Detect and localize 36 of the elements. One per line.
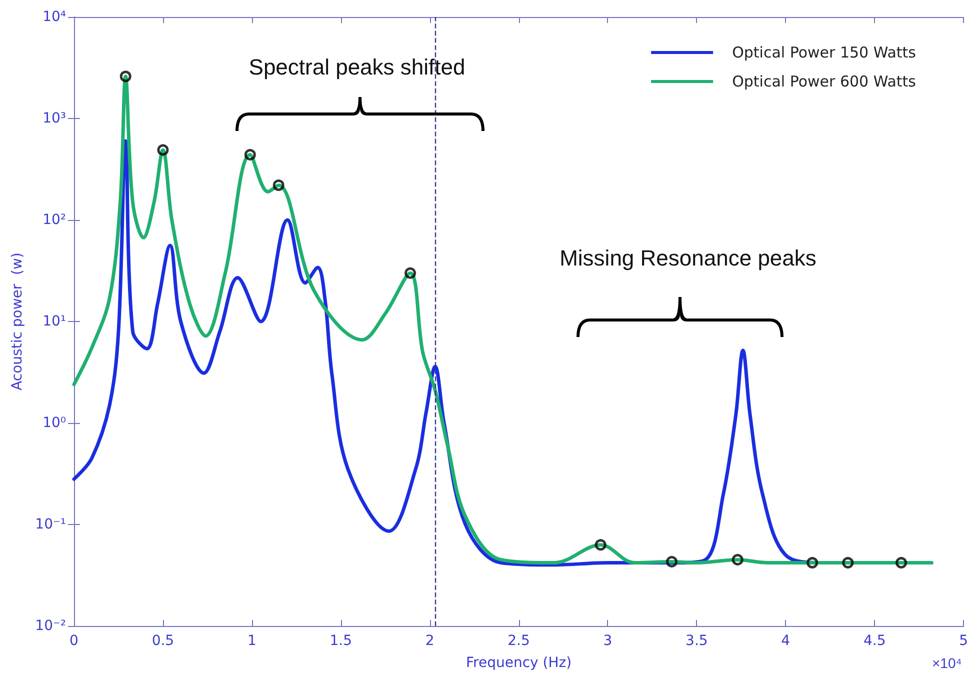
y-tick-label: 10² [42,212,66,228]
y-tick-label: 10⁻¹ [35,516,66,532]
point [157,144,169,156]
x-tick-label: 5 [959,633,968,649]
x-tick-label: 2.5 [508,633,530,649]
y-axis-title: Acoustic power (w) [9,252,26,390]
point [120,70,132,82]
point [842,556,854,568]
point [806,556,818,568]
legend-label: Optical Power 150 Watts [732,44,916,62]
x-tick-label: 1.5 [330,633,352,649]
point [732,554,744,566]
point [666,556,678,568]
point [404,267,416,279]
x-tick-label: 4 [781,633,790,649]
y-tick-label: 10⁰ [42,415,66,431]
x-axis-title: Frequency (Hz) [466,655,572,671]
y-tick-label: 10⁴ [42,9,66,25]
point [272,179,284,191]
y-tick-label: 10⁻² [35,618,66,634]
x-tick-label: 2 [425,633,434,649]
x-tick-label: 4.5 [863,633,886,649]
y-tick-label: 10¹ [42,314,66,330]
x-tick-label: 3.5 [686,633,708,649]
legend-label: Optical Power 600 Watts [732,72,916,90]
annotation: Missing Resonance peaks [560,246,816,270]
point [244,148,256,160]
x-tick-label: 0 [70,633,78,649]
point [594,539,606,551]
y-tick-label: 10³ [42,110,66,126]
annotation: Spectral peaks shifted [248,54,466,80]
x-tick-label: 0.5 [152,633,174,649]
point [896,556,908,568]
x-tick-label: 3 [603,633,612,649]
x-tick-label: 1 [247,633,256,649]
text: ×10⁴ [932,655,962,671]
